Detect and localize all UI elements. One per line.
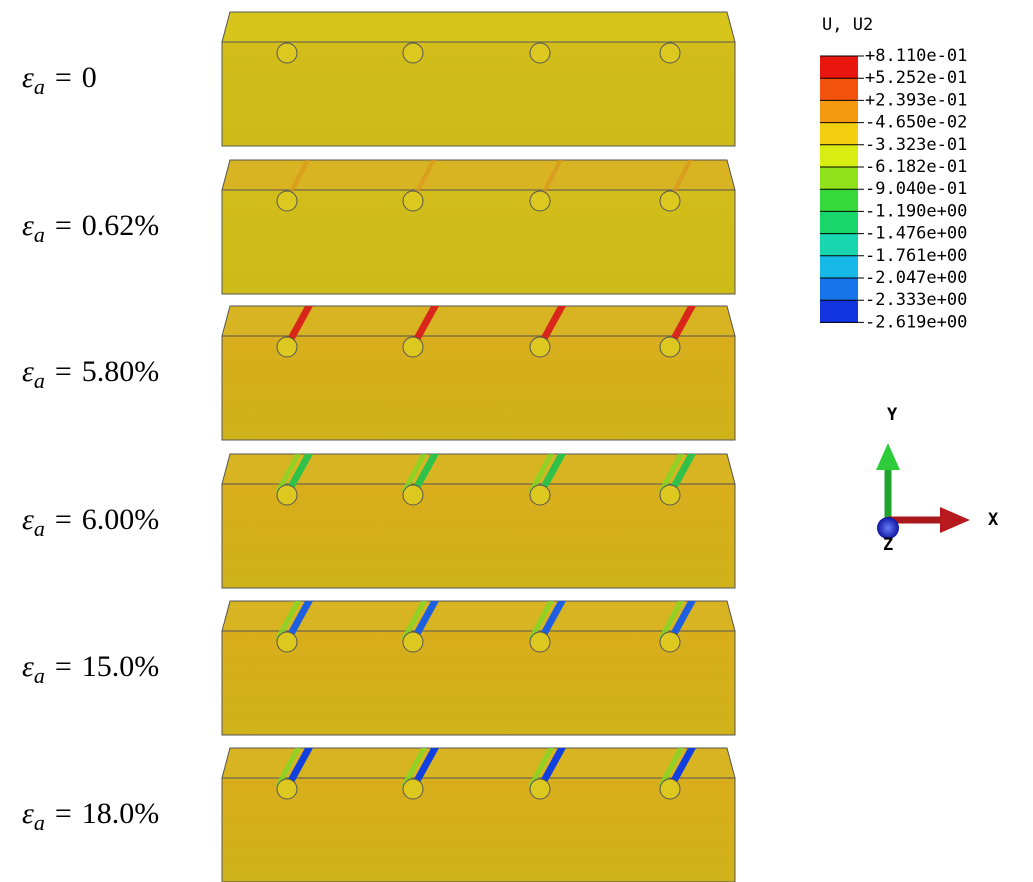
hole bbox=[660, 43, 680, 63]
legend-value: -4.650e-02 bbox=[865, 113, 967, 133]
panel: εa = 15.0% bbox=[22, 601, 735, 735]
block-front bbox=[222, 42, 735, 146]
figure: U, U2 +8.110e-01+5.252e-01+2.393e-01 -4.6… bbox=[0, 0, 1033, 882]
hole bbox=[660, 632, 680, 652]
label-symbol: ε bbox=[22, 61, 34, 94]
label-value: 0.62% bbox=[82, 209, 160, 242]
legend-value: -2.333e+00 bbox=[865, 290, 967, 310]
block-front bbox=[222, 484, 735, 588]
hole bbox=[530, 632, 550, 652]
label-value: 0 bbox=[82, 61, 97, 94]
label-subscript: a bbox=[34, 222, 45, 247]
hole bbox=[277, 779, 297, 799]
legend-value: +5.252e-01 bbox=[865, 68, 967, 88]
label-symbol: ε bbox=[22, 797, 34, 830]
hole bbox=[530, 191, 550, 211]
label-equals: = bbox=[55, 209, 72, 242]
color-band bbox=[820, 123, 858, 146]
hole bbox=[403, 337, 423, 357]
color-band bbox=[820, 256, 858, 279]
color-band bbox=[820, 211, 858, 234]
hole bbox=[277, 632, 297, 652]
color-band bbox=[820, 167, 858, 190]
legend-value: +8.110e-01 bbox=[865, 46, 967, 66]
label-equals: = bbox=[55, 650, 72, 683]
block-top bbox=[222, 12, 735, 42]
axis-x-label: X bbox=[988, 510, 999, 530]
panel-label: εa = 0.62% bbox=[22, 209, 159, 247]
block-front bbox=[222, 190, 735, 294]
color-band bbox=[820, 189, 858, 212]
label-value: 6.00% bbox=[82, 503, 160, 536]
label-value: 18.0% bbox=[82, 797, 160, 830]
hole bbox=[530, 43, 550, 63]
label-symbol: ε bbox=[22, 650, 34, 683]
hole bbox=[660, 191, 680, 211]
hole bbox=[530, 485, 550, 505]
hole bbox=[277, 485, 297, 505]
block-front bbox=[222, 778, 735, 882]
hole bbox=[660, 337, 680, 357]
label-subscript: a bbox=[34, 810, 45, 835]
panel: εa = 6.00% bbox=[22, 454, 735, 588]
label-subscript: a bbox=[34, 74, 45, 99]
label-symbol: ε bbox=[22, 209, 34, 242]
hole bbox=[277, 337, 297, 357]
axis-z-label: Z bbox=[883, 535, 893, 555]
panel: εa = 0.62% bbox=[22, 160, 735, 294]
legend: U, U2 +8.110e-01+5.252e-01+2.393e-01 -4.6… bbox=[820, 15, 967, 332]
label-subscript: a bbox=[34, 368, 45, 393]
hole bbox=[403, 485, 423, 505]
axis-y-label: Y bbox=[887, 405, 898, 425]
color-band bbox=[820, 56, 858, 79]
block-front bbox=[222, 631, 735, 735]
label-equals: = bbox=[55, 797, 72, 830]
panel-label: εa = 0 bbox=[22, 61, 97, 99]
legend-value: -1.761e+00 bbox=[865, 246, 967, 266]
color-band bbox=[820, 300, 858, 323]
legend-value: -6.182e-01 bbox=[865, 157, 967, 177]
label-equals: = bbox=[55, 61, 72, 94]
panel-label: εa = 6.00% bbox=[22, 503, 159, 541]
legend-value: +2.393e-01 bbox=[865, 90, 967, 110]
hole bbox=[277, 43, 297, 63]
color-band bbox=[820, 100, 858, 123]
hole bbox=[277, 191, 297, 211]
label-value: 15.0% bbox=[82, 650, 160, 683]
label-subscript: a bbox=[34, 516, 45, 541]
panel-label: εa = 15.0% bbox=[22, 650, 159, 688]
hole bbox=[403, 632, 423, 652]
color-band bbox=[820, 278, 858, 301]
color-band bbox=[820, 78, 858, 101]
label-symbol: ε bbox=[22, 503, 34, 536]
legend-value: -9.040e-01 bbox=[865, 179, 967, 199]
color-band bbox=[820, 234, 858, 257]
legend-value: -1.476e+00 bbox=[865, 224, 967, 244]
block-front bbox=[222, 336, 735, 440]
legend-value: -3.323e-01 bbox=[865, 135, 967, 155]
label-subscript: a bbox=[34, 663, 45, 688]
label-equals: = bbox=[55, 355, 72, 388]
color-band bbox=[820, 145, 858, 168]
hole bbox=[530, 337, 550, 357]
panel-label: εa = 5.80% bbox=[22, 355, 159, 393]
legend-value: -2.619e+00 bbox=[865, 312, 967, 332]
panel: εa = 0 bbox=[22, 12, 735, 146]
hole bbox=[403, 43, 423, 63]
label-value: 5.80% bbox=[82, 355, 160, 388]
label-equals: = bbox=[55, 503, 72, 536]
hole bbox=[530, 779, 550, 799]
hole bbox=[403, 779, 423, 799]
legend-title: U, U2 bbox=[822, 15, 873, 35]
panel: εa = 18.0% bbox=[22, 748, 735, 882]
legend-value: -2.047e+00 bbox=[865, 268, 967, 288]
legend-value: -1.190e+00 bbox=[865, 201, 967, 221]
panel-label: εa = 18.0% bbox=[22, 797, 159, 835]
hole bbox=[660, 485, 680, 505]
panel: εa = 5.80% bbox=[22, 306, 735, 440]
label-symbol: ε bbox=[22, 355, 34, 388]
hole bbox=[660, 779, 680, 799]
axis-triad: Y X Z bbox=[876, 405, 999, 555]
hole bbox=[403, 191, 423, 211]
